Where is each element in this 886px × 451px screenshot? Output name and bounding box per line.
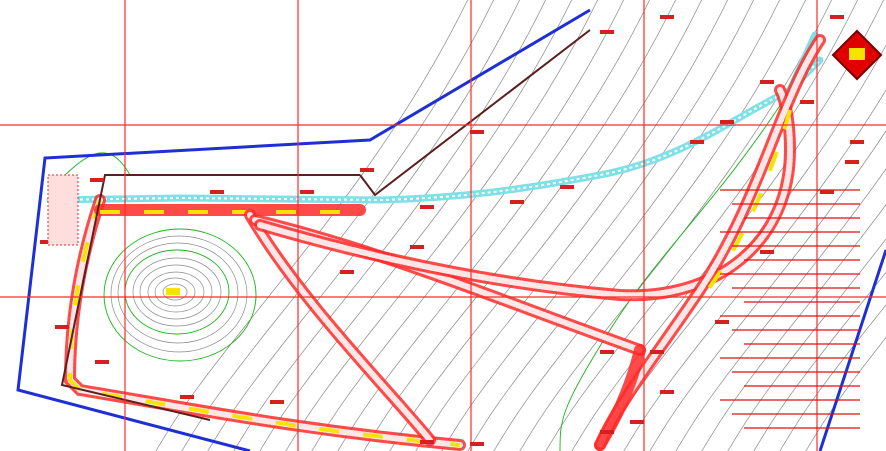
contour-line	[285, 0, 598, 451]
survey-point-tag	[95, 360, 109, 364]
contour-line	[155, 0, 468, 451]
survey-point-tag	[650, 350, 664, 354]
site-boundary	[16, 8, 886, 451]
survey-point-tag	[470, 442, 484, 446]
hill-contour	[110, 235, 248, 353]
hill-peak-marker	[166, 288, 180, 295]
contour-line	[701, 204, 886, 451]
survey-point-tag	[600, 430, 614, 434]
survey-point-tag	[210, 190, 224, 194]
west-hatch	[47, 174, 79, 246]
contour-major	[559, 89, 791, 451]
survey-point-tag	[420, 440, 434, 444]
contour-line	[233, 0, 546, 451]
contour-line	[207, 0, 520, 451]
contour-line	[181, 0, 494, 451]
survey-point-tag	[300, 190, 314, 194]
connector-road	[594, 344, 646, 451]
survey-point-tag	[90, 178, 104, 182]
contour-line	[675, 168, 886, 451]
contour-line	[519, 0, 832, 451]
survey-point-tag	[360, 168, 374, 172]
annotation-tags	[40, 15, 864, 446]
survey-point-tag	[600, 30, 614, 34]
contour-major	[59, 152, 131, 181]
survey-point-tag	[270, 400, 284, 404]
contour-line	[649, 130, 886, 451]
survey-point-tag	[600, 350, 614, 354]
survey-point-tag	[760, 250, 774, 254]
survey-point-tag	[470, 130, 484, 134]
contour-line	[623, 89, 886, 451]
survey-point-tag	[845, 160, 859, 164]
hill-contour	[162, 283, 188, 301]
survey-point-tag	[820, 190, 834, 194]
survey-point-tag	[720, 120, 734, 124]
survey-point-tag	[630, 420, 644, 424]
access-roads	[63, 34, 826, 451]
contour-line	[727, 238, 886, 451]
survey-point-tag	[55, 325, 69, 329]
survey-point-tag	[410, 245, 424, 249]
survey-point-tag	[660, 390, 674, 394]
survey-point-tag	[510, 200, 524, 204]
hill-contour	[117, 242, 239, 344]
hill-contour	[139, 264, 213, 320]
hill-contour	[147, 271, 205, 313]
contour-line	[415, 0, 728, 451]
hill-contour-major	[103, 228, 257, 362]
survey-point-tag	[715, 320, 729, 324]
survey-point-tag	[760, 80, 774, 84]
survey-point-tag	[420, 205, 434, 209]
survey-lines	[720, 189, 860, 429]
survey-point-tag	[180, 395, 194, 399]
survey-point-tag	[830, 15, 844, 19]
contour-line	[389, 0, 702, 451]
survey-point-tag	[40, 240, 54, 244]
survey-point-tag	[560, 185, 574, 189]
contour-line	[259, 0, 572, 451]
survey-point-tag	[660, 15, 674, 19]
contour-line	[493, 0, 806, 451]
site-fence	[60, 29, 591, 421]
contour-line	[571, 0, 884, 451]
survey-point-tag	[800, 100, 814, 104]
survey-point-tag	[340, 270, 354, 274]
contour-line	[441, 0, 754, 451]
survey-point-tag	[850, 140, 864, 144]
diamond-marker[interactable]	[831, 29, 883, 81]
hill-contour	[154, 277, 196, 307]
survey-point-tag	[690, 140, 704, 144]
hill-contour	[132, 257, 222, 327]
